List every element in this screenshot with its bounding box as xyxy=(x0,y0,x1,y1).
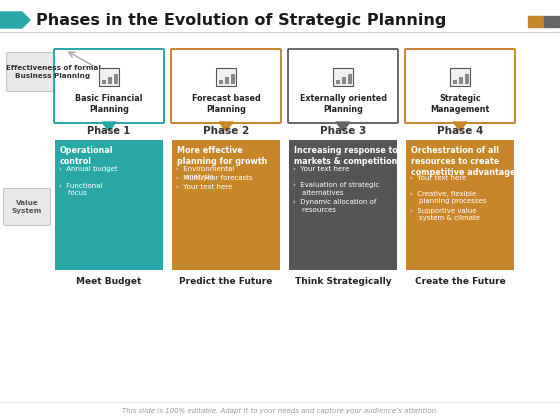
Bar xyxy=(55,140,163,270)
FancyBboxPatch shape xyxy=(288,49,398,123)
Text: Phase 4: Phase 4 xyxy=(437,126,483,136)
FancyBboxPatch shape xyxy=(405,49,515,123)
Text: ›  Annual budget: › Annual budget xyxy=(59,166,118,172)
Text: Orchestration of all
resources to create
competitive advantage: Orchestration of all resources to create… xyxy=(411,146,516,177)
FancyBboxPatch shape xyxy=(7,52,100,92)
Text: Phase 1: Phase 1 xyxy=(87,126,130,136)
Bar xyxy=(225,77,229,84)
Bar xyxy=(216,68,236,87)
Text: This slide is 100% editable. Adapt it to your needs and capture your audience’s : This slide is 100% editable. Adapt it to… xyxy=(122,408,438,414)
Polygon shape xyxy=(453,122,467,131)
Text: Basic Financial
Planning: Basic Financial Planning xyxy=(75,94,143,114)
Bar xyxy=(450,68,470,87)
Text: ›  Your text here: › Your text here xyxy=(410,174,466,181)
Polygon shape xyxy=(0,12,30,28)
Text: ›  Supportive value
    system & climate: › Supportive value system & climate xyxy=(410,207,480,221)
Text: Increasing response to
markets & competition: Increasing response to markets & competi… xyxy=(294,146,398,166)
Bar xyxy=(219,80,223,84)
Bar xyxy=(528,16,544,27)
Bar xyxy=(289,140,397,270)
Polygon shape xyxy=(219,122,233,131)
Bar xyxy=(172,140,280,270)
Text: More effective
planning for growth: More effective planning for growth xyxy=(177,146,267,166)
Text: ›  Dynamic allocation of
    resources: › Dynamic allocation of resources xyxy=(293,199,376,213)
Text: Meet Budget: Meet Budget xyxy=(76,278,142,286)
Text: Phase 2: Phase 2 xyxy=(203,126,249,136)
Bar xyxy=(108,77,112,84)
Text: Operational
control: Operational control xyxy=(60,146,114,166)
Bar xyxy=(342,77,346,84)
Bar xyxy=(544,16,560,27)
Bar xyxy=(102,80,106,84)
Text: ›  Your text here: › Your text here xyxy=(293,166,349,172)
Bar xyxy=(114,74,118,84)
Bar xyxy=(459,77,463,84)
Text: ›  Multi-year forecasts: › Multi-year forecasts xyxy=(176,175,253,181)
FancyBboxPatch shape xyxy=(54,49,164,123)
Bar xyxy=(231,74,235,84)
Text: ›  Evaluation of strategic
    alternatives: › Evaluation of strategic alternatives xyxy=(293,183,379,196)
Bar xyxy=(453,80,457,84)
Text: Forecast based
Planning: Forecast based Planning xyxy=(192,94,260,114)
FancyBboxPatch shape xyxy=(171,49,281,123)
FancyBboxPatch shape xyxy=(3,189,50,226)
Text: Predict the Future: Predict the Future xyxy=(179,278,273,286)
Bar xyxy=(99,68,119,87)
Text: Think Strategically: Think Strategically xyxy=(295,278,391,286)
Text: ›  Environmental
    analysis: › Environmental analysis xyxy=(176,166,234,179)
Text: Value
System: Value System xyxy=(12,200,42,214)
Bar xyxy=(348,74,352,84)
Text: Effectiveness of formal
Business Planning: Effectiveness of formal Business Plannin… xyxy=(6,65,100,79)
Text: ›  Creative, flexible
    planning processes: › Creative, flexible planning processes xyxy=(410,191,487,205)
Text: ›  Your text here: › Your text here xyxy=(176,184,232,190)
Bar xyxy=(406,140,514,270)
Polygon shape xyxy=(336,122,350,131)
Bar xyxy=(465,74,469,84)
Bar xyxy=(336,80,340,84)
Text: Strategic
Management: Strategic Management xyxy=(431,94,489,114)
Text: Phases in the Evolution of Strategic Planning: Phases in the Evolution of Strategic Pla… xyxy=(36,13,446,27)
Bar xyxy=(333,68,353,87)
Text: Phase 3: Phase 3 xyxy=(320,126,366,136)
Text: ›  Functional
    focus: › Functional focus xyxy=(59,183,102,196)
Text: Create the Future: Create the Future xyxy=(414,278,505,286)
Polygon shape xyxy=(102,122,116,131)
Text: Externally oriented
Planning: Externally oriented Planning xyxy=(300,94,386,114)
